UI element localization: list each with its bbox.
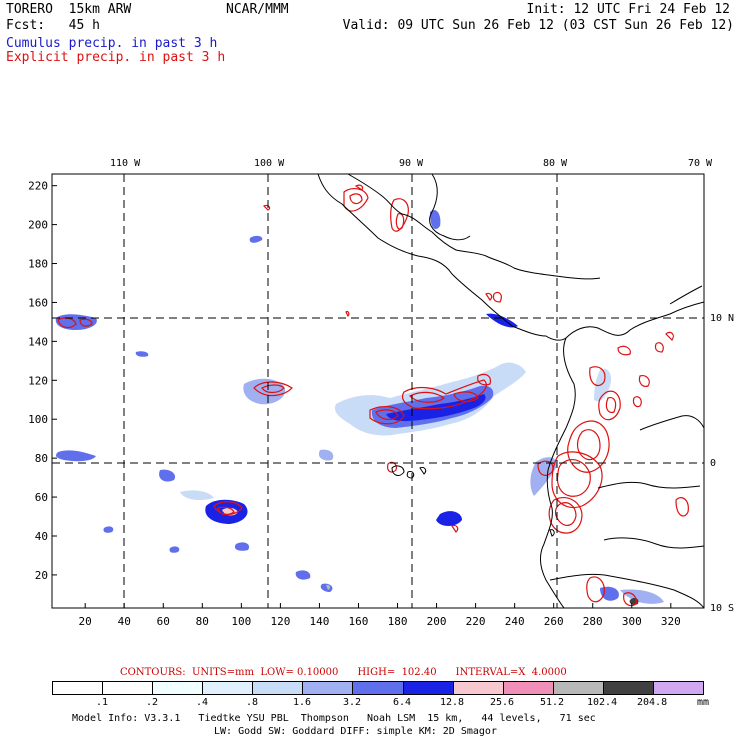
x-tick-label: 160 [349, 615, 369, 628]
x-tick-label: 120 [270, 615, 290, 628]
lon-label-90w: 90 W [399, 158, 424, 169]
y-tick-label: 80 [35, 452, 48, 465]
footer-physics-info: LW: Godd SW: Goddard DIFF: simple KM: 2D… [214, 726, 497, 737]
x-tick-label: 60 [157, 615, 170, 628]
y-tick-label: 200 [28, 219, 48, 232]
legend-explicit: Explicit precip. in past 3 h [6, 50, 226, 65]
colorbar-label: 3.2 [343, 697, 362, 708]
y-tick-label: 40 [35, 530, 48, 543]
colorbar-swatch [402, 682, 453, 694]
lat-label-0: 0 [710, 458, 717, 469]
y-tick-label: 100 [28, 413, 48, 426]
x-tick-label: 240 [505, 615, 525, 628]
colorbar-label: 102.4 [587, 697, 618, 708]
y-tick-label: 160 [28, 296, 48, 309]
x-tick-label: 320 [661, 615, 681, 628]
x-tick-label: 180 [388, 615, 408, 628]
x-tick-label: 140 [309, 615, 329, 628]
colorbar-label: 51.2 [540, 697, 565, 708]
colorbar-swatch [502, 682, 553, 694]
lat-label-10s: 10 S [710, 603, 735, 614]
x-tick-label: 20 [79, 615, 92, 628]
colorbar-label: .1 [96, 697, 109, 708]
colorbar-swatch [152, 682, 203, 694]
colorbar-swatch [652, 682, 704, 694]
colorbar-label: .4 [196, 697, 209, 708]
x-tick-label: 260 [544, 615, 564, 628]
colorbar-swatch [102, 682, 153, 694]
x-tick-label: 80 [196, 615, 209, 628]
footer-model-info: Model Info: V3.3.1 Tiedtke YSU PBL Thomp… [72, 713, 596, 724]
lat-label-10n: 10 N [710, 313, 735, 324]
colorbar [52, 681, 704, 695]
y-tick-label: 140 [28, 335, 48, 348]
lon-label-70w: 70 W [688, 158, 713, 169]
x-tick-label: 220 [466, 615, 486, 628]
colorbar-swatch [53, 682, 103, 694]
lon-label-110w: 110 W [110, 158, 141, 169]
colorbar-label: 12.8 [440, 697, 465, 708]
x-tick-label: 280 [583, 615, 603, 628]
lon-label-80w: 80 W [543, 158, 568, 169]
lon-label-100w: 100 W [254, 158, 285, 169]
forecast-hour: Fcst: 45 h [6, 18, 100, 33]
y-tick-label: 20 [35, 569, 48, 582]
colorbar-label: 204.8 [637, 697, 668, 708]
valid-time: Valid: 09 UTC Sun 26 Feb 12 (03 CST Sun … [342, 18, 734, 33]
init-time: Init: 12 UTC Fri 24 Feb 12 [526, 2, 731, 17]
colorbar-unit: mm [697, 697, 710, 708]
latlon-grid [52, 174, 704, 608]
colorbar-swatch [452, 682, 503, 694]
colorbar-swatch [602, 682, 653, 694]
colorbar-swatch [352, 682, 403, 694]
colorbar-swatch [252, 682, 303, 694]
model-title: TORERO 15km ARW [6, 2, 132, 17]
map-frame [51, 173, 705, 609]
colorbar-swatch [302, 682, 353, 694]
y-tick-label: 120 [28, 374, 48, 387]
legend-cumulus: Cumulus precip. in past 3 h [6, 36, 218, 51]
colorbar-swatch [202, 682, 253, 694]
colorbar-label: 25.6 [490, 697, 515, 708]
contours-info: CONTOURS: UNITS=mm LOW= 0.10000 HIGH= 10… [120, 667, 567, 678]
y-tick-label: 180 [28, 258, 48, 271]
organization-label: NCAR/MMM [226, 2, 289, 17]
colorbar-label: .8 [246, 697, 259, 708]
colorbar-label: 6.4 [393, 697, 412, 708]
x-tick-label: 300 [622, 615, 642, 628]
x-tick-label: 40 [118, 615, 131, 628]
cumulus-precip-shading [55, 209, 664, 605]
coastlines [317, 173, 705, 609]
x-tick-label: 100 [231, 615, 251, 628]
y-tick-label: 60 [35, 491, 48, 504]
colorbar-label: 1.6 [293, 697, 312, 708]
axis-ticks: 220 200 180 160 140 120 100 80 60 40 20 20 40 60 80 100… [28, 180, 681, 628]
colorbar-swatch [552, 682, 603, 694]
y-tick-label: 220 [28, 180, 48, 193]
x-tick-label: 200 [427, 615, 447, 628]
colorbar-label: .2 [146, 697, 159, 708]
